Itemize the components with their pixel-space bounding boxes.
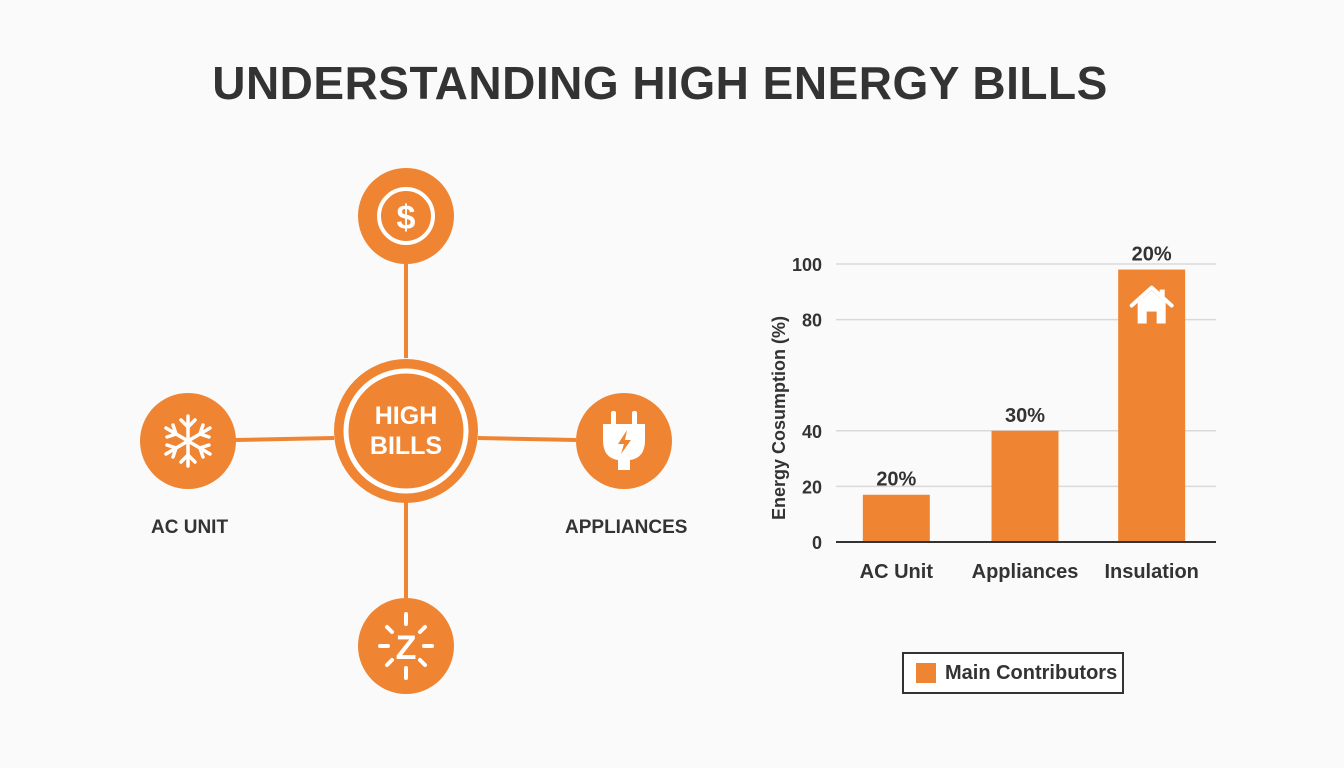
node-label-appliances: APPLIANCES — [565, 517, 688, 538]
svg-text:Z: Z — [396, 629, 417, 667]
x-tick-label: AC Unit — [860, 561, 934, 583]
y-axis-label: Energy Cosumption (%) — [769, 316, 789, 520]
data-labels: 20% 30% 20% — [876, 244, 1172, 491]
node-right — [576, 393, 672, 489]
chart-legend: Main Contributors — [902, 652, 1124, 694]
center-hub: HIGH BILLS — [334, 359, 478, 503]
node-left — [140, 393, 236, 489]
node-bottom: Z — [358, 598, 454, 694]
bar-ac-unit — [862, 494, 930, 542]
node-label-ac-unit: AC UNIT — [151, 517, 229, 538]
center-label-line1: HIGH — [375, 402, 438, 430]
legend-label: Main Contributors — [945, 661, 1118, 684]
dollar-icon: $ — [377, 187, 435, 245]
y-tick-label: 80 — [802, 311, 822, 331]
svg-text:$: $ — [397, 199, 416, 237]
center-label-line2: BILLS — [370, 432, 442, 460]
y-tick-label: 20 — [802, 477, 822, 497]
data-label: 30% — [1005, 405, 1045, 427]
energy-z-icon — [378, 612, 434, 680]
page-title: UNDERSTANDING HIGH ENERGY BILLS — [212, 57, 1108, 109]
x-tick-label: Insulation — [1104, 561, 1198, 583]
connector-right — [477, 436, 577, 442]
bar-appliances — [991, 430, 1059, 542]
y-tick-label: 0 — [812, 533, 822, 553]
legend-swatch — [916, 663, 936, 683]
y-tick-label: 40 — [802, 422, 822, 442]
y-tick-label: 100 — [792, 255, 822, 275]
bars — [862, 269, 1186, 542]
connector-left — [233, 436, 335, 442]
data-label: 20% — [1132, 244, 1172, 266]
snowflake-icon — [164, 414, 212, 468]
y-tick-labels: 0 20 40 80 100 — [792, 255, 822, 553]
house-icon — [1129, 285, 1174, 324]
plug-icon — [603, 411, 645, 470]
x-tick-labels: AC Unit Appliances Insulation — [860, 561, 1199, 583]
x-tick-label: Appliances — [972, 561, 1079, 583]
node-top: $ — [358, 168, 454, 264]
data-label: 20% — [876, 469, 916, 491]
